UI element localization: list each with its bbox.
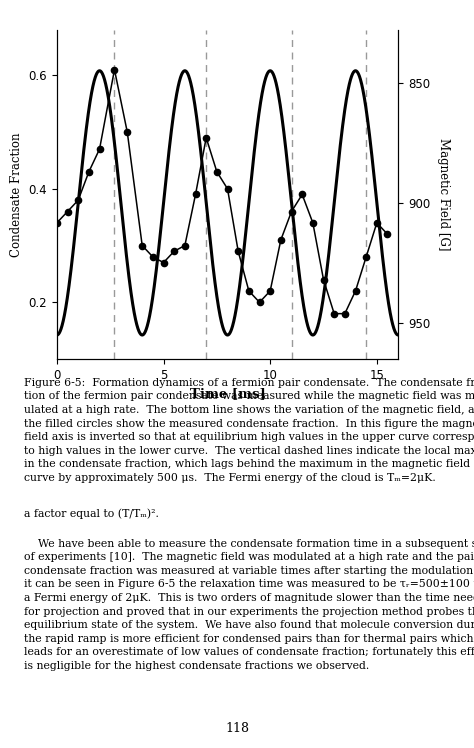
Text: 118: 118: [225, 722, 249, 735]
X-axis label: Time [ms]: Time [ms]: [190, 387, 265, 400]
Text: We have been able to measure the condensate formation time in a subsequent set
o: We have been able to measure the condens…: [24, 539, 474, 671]
Text: Figure 6-5:  Formation dynamics of a fermion pair condensate.  The condensate fr: Figure 6-5: Formation dynamics of a ferm…: [24, 378, 474, 483]
Text: a factor equal to (T/Tₘ)².: a factor equal to (T/Tₘ)².: [24, 509, 159, 519]
Y-axis label: Magnetic Field [G]: Magnetic Field [G]: [437, 138, 449, 251]
Y-axis label: Condensate Fraction: Condensate Fraction: [10, 132, 23, 257]
